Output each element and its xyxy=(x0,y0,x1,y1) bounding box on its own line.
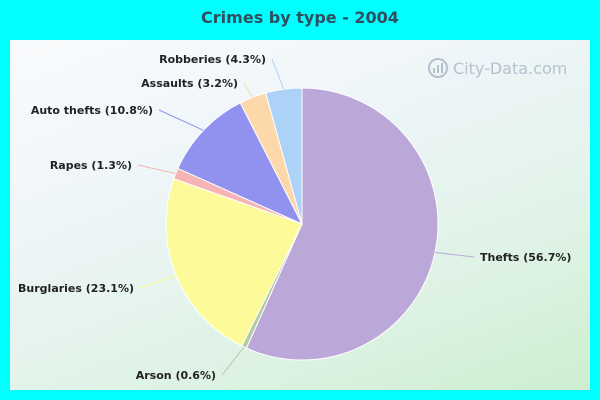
leader-line xyxy=(271,58,285,90)
leader-line xyxy=(221,346,245,376)
chart-title: Crimes by type - 2004 xyxy=(201,8,399,27)
slice-label: Auto thefts (10.8%) xyxy=(31,104,153,117)
slice-label: Arson (0.6%) xyxy=(136,369,216,382)
leader-line xyxy=(158,109,204,131)
pie-slice xyxy=(165,178,303,347)
leader-line xyxy=(434,251,475,258)
leader-line xyxy=(139,274,177,289)
magnifier-chart-icon xyxy=(428,58,448,78)
pie-chart: Thefts (56.7%) Arson (0.6%) Burglaries (23… xyxy=(18,53,571,382)
slice-label: Robberies (4.3%) xyxy=(159,53,266,66)
watermark: City-Data.com xyxy=(427,57,567,79)
leader-line xyxy=(137,164,176,175)
chart-panel: City-Data.com Thefts (56.7%) Arson (0.6%)… xyxy=(10,40,590,390)
slice-label: Assaults (3.2%) xyxy=(141,77,238,90)
slice-label: Rapes (1.3%) xyxy=(50,159,132,172)
slice-label: Burglaries (23.1%) xyxy=(18,282,134,295)
slice-label: Thefts (56.7%) xyxy=(480,251,571,264)
watermark-text: City-Data.com xyxy=(453,58,568,78)
leader-line xyxy=(243,82,254,98)
